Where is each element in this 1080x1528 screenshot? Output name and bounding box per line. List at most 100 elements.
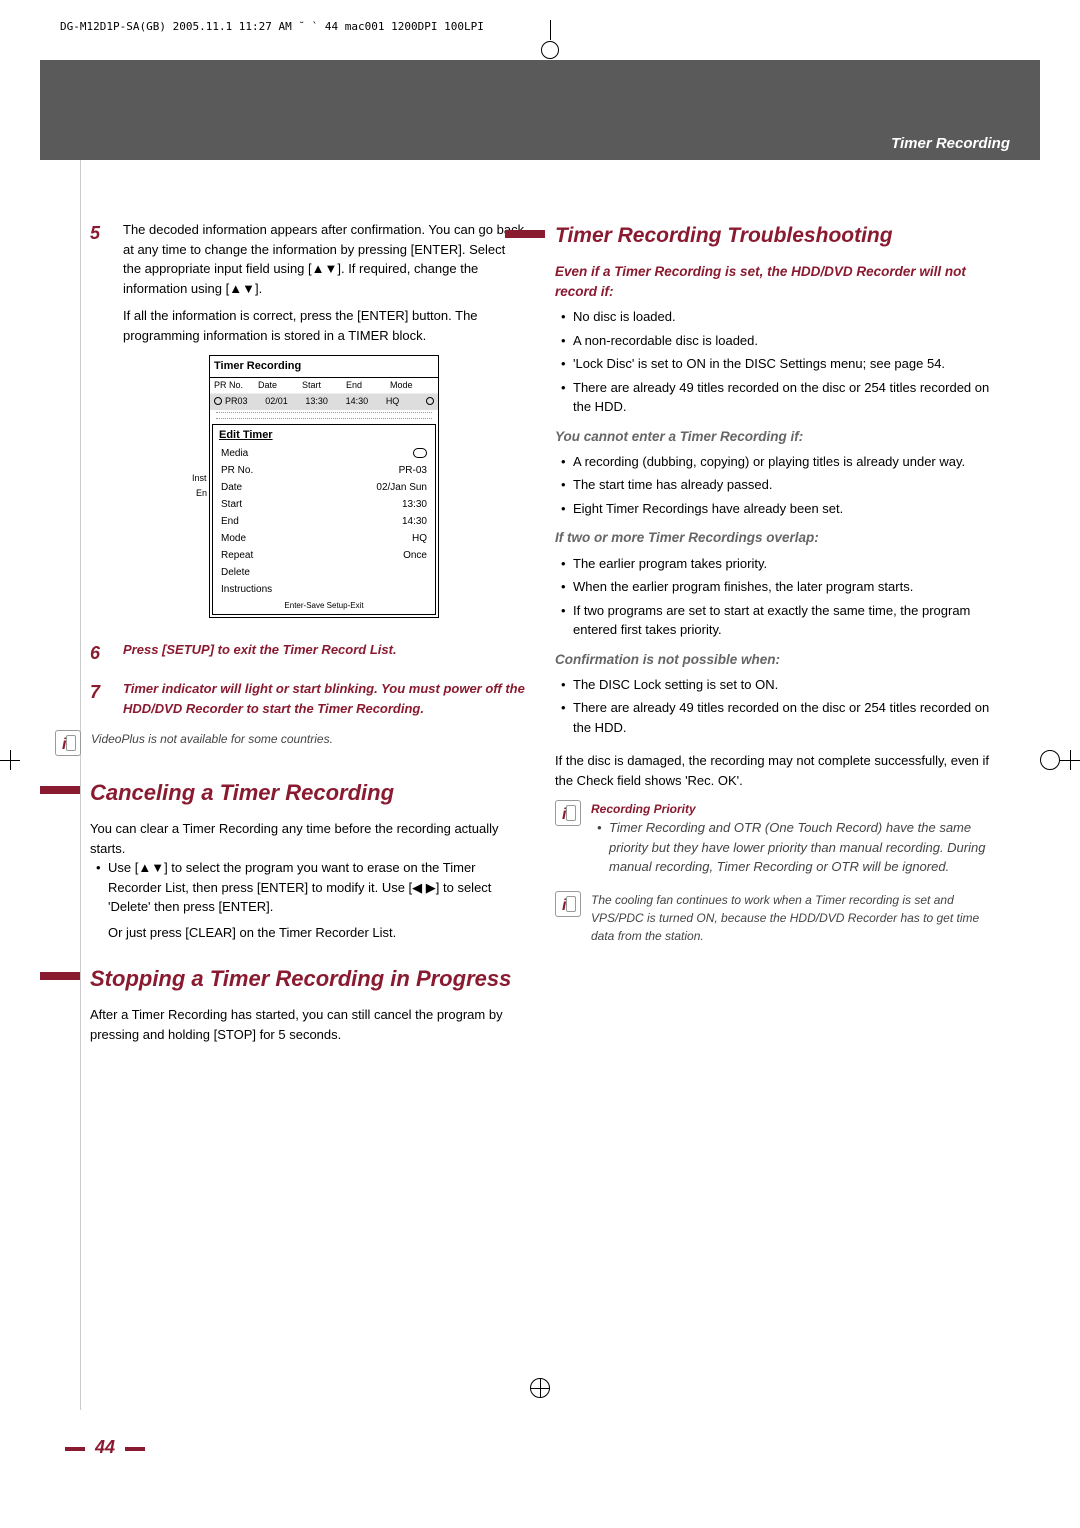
note-text: VideoPlus is not available for some coun… [91, 730, 333, 748]
paragraph: If all the information is correct, press… [123, 306, 525, 345]
print-marks: DG-M12D1P-SA(GB) 2005.11.1 11:27 AM ˘ ` … [60, 20, 484, 33]
crop-mark-top [540, 40, 560, 60]
list-item: 'Lock Disc' is set to ON in the DISC Set… [555, 354, 990, 374]
step-text: The decoded information appears after co… [123, 220, 525, 628]
cell: HQ [386, 395, 426, 409]
field-value [281, 446, 427, 461]
field-label: Instructions [221, 582, 272, 597]
step-6: 6 Press [SETUP] to exit the Timer Record… [90, 640, 525, 667]
info-note-priority: Recording Priority Timer Recording and O… [555, 800, 990, 881]
step-text: Timer indicator will light or start blin… [123, 679, 525, 718]
bullet-list: A recording (dubbing, copying) or playin… [555, 452, 990, 519]
field-label: Mode [221, 531, 281, 546]
info-icon [555, 800, 581, 826]
paragraph: The decoded information appears after co… [123, 220, 525, 298]
step-number: 6 [90, 640, 108, 667]
margin-line [80, 130, 81, 1410]
heading-canceling: Canceling a Timer Recording [90, 776, 525, 809]
list-item: If two programs are set to start at exac… [555, 601, 990, 640]
cell: PR03 [225, 395, 265, 409]
cell: 13:30 [305, 395, 345, 409]
list-item: Timer Recording and OTR (One Touch Recor… [591, 818, 990, 877]
bullet-list: The earlier program takes priority. When… [555, 554, 990, 640]
right-column: Timer Recording Troubleshooting Even if … [555, 220, 990, 1044]
bullet-list: No disc is loaded. A non-recordable disc… [555, 307, 990, 417]
panel-footer: Enter-Save Setup-Exit [213, 598, 435, 614]
side-label: Inst [192, 472, 207, 486]
cell: 14:30 [346, 395, 386, 409]
media-icon [413, 448, 427, 458]
edit-title: Edit Timer [213, 425, 435, 446]
list-item: The DISC Lock setting is set to ON. [555, 675, 990, 695]
step-5: 5 The decoded information appears after … [90, 220, 525, 628]
page-content: Timer Recording 5 The decoded informatio… [40, 60, 1040, 1468]
list-item: Use [▲▼] to select the program you want … [90, 858, 525, 942]
field-value: 13:30 [281, 497, 427, 512]
list-item: A recording (dubbing, copying) or playin… [555, 452, 990, 472]
panel-title: Timer Recording [210, 356, 438, 378]
paragraph: After a Timer Recording has started, you… [90, 1005, 525, 1044]
field-label: Date [221, 480, 281, 495]
list-item: When the earlier program finishes, the l… [555, 577, 990, 597]
field-value: HQ [281, 531, 427, 546]
heading-troubleshooting: Timer Recording Troubleshooting [555, 220, 990, 252]
field-label: Start [221, 497, 281, 512]
list-item: No disc is loaded. [555, 307, 990, 327]
field-label: Delete [221, 565, 281, 580]
note-title: Recording Priority [591, 800, 990, 818]
two-column-layout: 5 The decoded information appears after … [40, 160, 1040, 1044]
paragraph: If the disc is damaged, the recording ma… [555, 751, 990, 790]
field-value: PR-03 [281, 463, 427, 478]
section-title: Timer Recording [891, 135, 1010, 152]
page-number: 44 [95, 1437, 115, 1458]
step-number: 5 [90, 220, 108, 628]
bullet-list: Use [▲▼] to select the program you want … [90, 858, 525, 942]
note-text: The cooling fan continues to work when a… [591, 891, 990, 945]
info-note: VideoPlus is not available for some coun… [55, 730, 525, 756]
bullet-list: The DISC Lock setting is set to ON. Ther… [555, 675, 990, 738]
col-header: Mode [390, 379, 434, 393]
field-label: Media [221, 446, 281, 461]
subheading: Confirmation is not possible when: [555, 650, 990, 670]
field-value: 14:30 [281, 514, 427, 529]
table-header: PR No. Date Start End Mode [210, 378, 438, 394]
list-item: A non-recordable disc is loaded. [555, 331, 990, 351]
header-bar: Timer Recording [40, 60, 1040, 160]
note-text: Recording Priority Timer Recording and O… [591, 800, 990, 881]
list-item: The start time has already passed. [555, 475, 990, 495]
info-icon [55, 730, 81, 756]
list-item: Eight Timer Recordings have already been… [555, 499, 990, 519]
step-number: 7 [90, 679, 108, 718]
col-header: Date [258, 379, 302, 393]
cell: 02/01 [265, 395, 305, 409]
timer-recording-panel: Timer Recording PR No. Date Start End Mo… [209, 355, 439, 618]
field-label: PR No. [221, 463, 281, 478]
table-row: PR03 02/01 13:30 14:30 HQ [210, 393, 438, 410]
col-header: PR No. [214, 379, 258, 393]
list-item: There are already 49 titles recorded on … [555, 698, 990, 737]
left-column: 5 The decoded information appears after … [90, 220, 525, 1044]
field-value: Once [281, 548, 427, 563]
field-label: Repeat [221, 548, 281, 563]
paragraph: You can clear a Timer Recording any time… [90, 819, 525, 858]
info-icon [555, 891, 581, 917]
list-item: The earlier program takes priority. [555, 554, 990, 574]
col-header: End [346, 379, 390, 393]
subheading: If two or more Timer Recordings overlap: [555, 528, 990, 548]
step-7: 7 Timer indicator will light or start bl… [90, 679, 525, 718]
list-item: There are already 49 titles recorded on … [555, 378, 990, 417]
status-icon [426, 397, 434, 405]
text: Use [▲▼] to select the program you want … [108, 860, 491, 914]
step-text: Press [SETUP] to exit the Timer Record L… [123, 640, 525, 667]
edit-timer-panel: Edit Timer Media PR No.PR-03 Date02/Jan … [212, 424, 436, 616]
side-label: En [196, 487, 207, 501]
col-header: Start [302, 379, 346, 393]
field-label: End [221, 514, 281, 529]
subheading: You cannot enter a Timer Recording if: [555, 427, 990, 447]
heading-stopping: Stopping a Timer Recording in Progress [90, 962, 525, 995]
field-value: 02/Jan Sun [281, 480, 427, 495]
info-note-fan: The cooling fan continues to work when a… [555, 891, 990, 945]
subheading: Even if a Timer Recording is set, the HD… [555, 262, 990, 303]
crop-circle-right [1040, 750, 1060, 770]
text: Or just press [CLEAR] on the Timer Recor… [108, 923, 525, 943]
